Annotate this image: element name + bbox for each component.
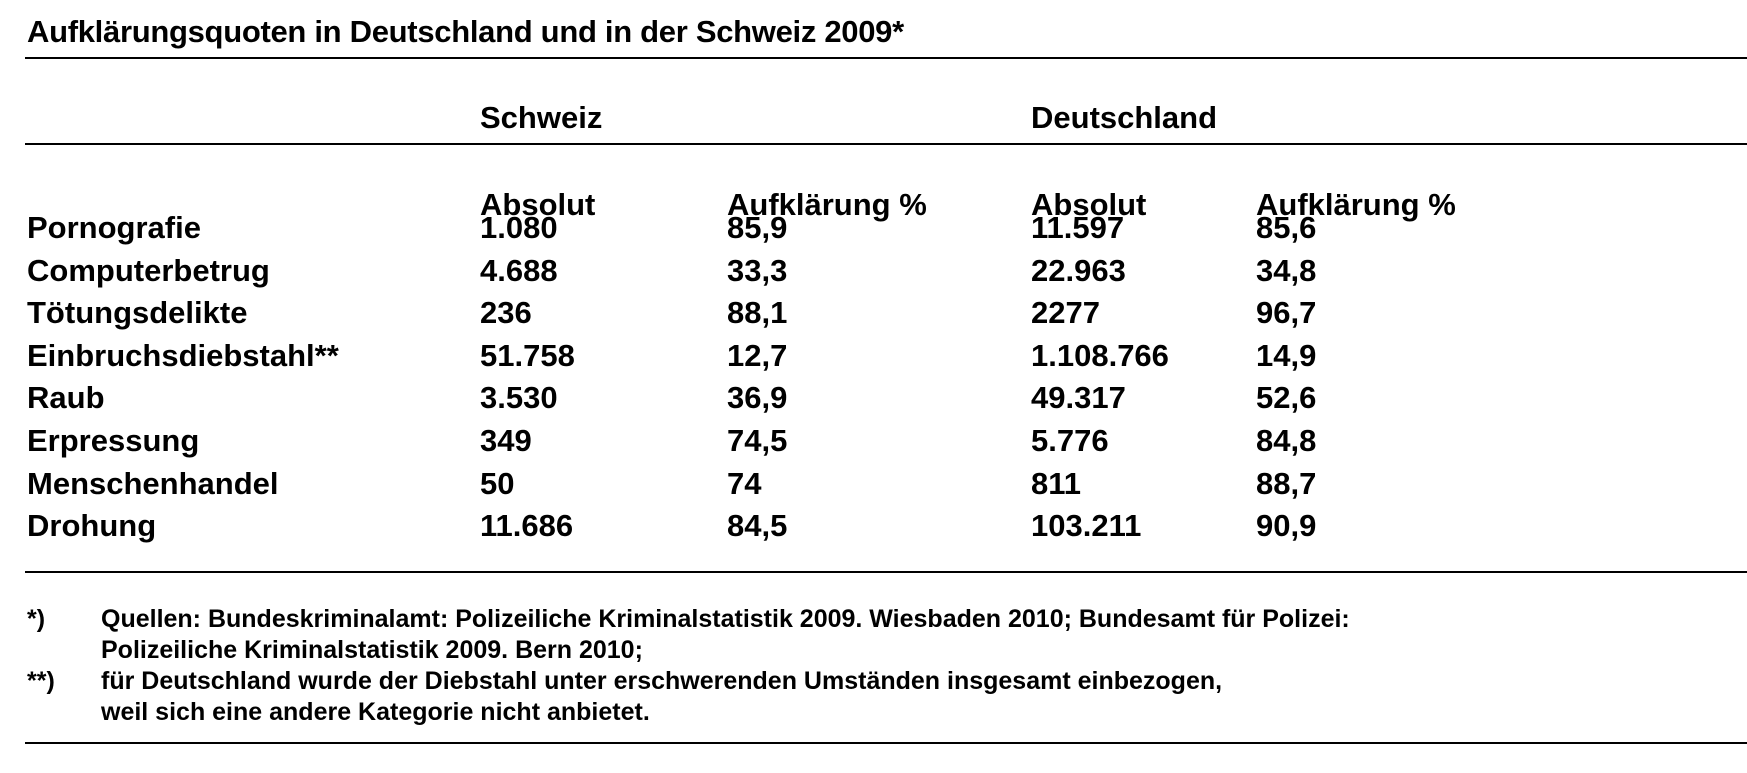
cell-deutschland-absolut: 49.317 — [1031, 380, 1126, 415]
cell-deutschland-absolut: 11.597 — [1031, 210, 1125, 245]
footnote-mark: *) — [27, 605, 46, 633]
cell-schweiz-aufklaerung: 84,5 — [727, 508, 788, 543]
cell-schweiz-aufklaerung: 85,9 — [727, 210, 788, 245]
column-header-schweiz-aufklaerung: Aufklärung % — [727, 187, 927, 222]
cell-row-label: Menschenhandel — [27, 466, 279, 501]
footnote: **) für Deutschland wurde der Diebstahl … — [27, 666, 1350, 728]
cell-schweiz-aufklaerung: 36,9 — [727, 380, 788, 415]
cell-row-label: Erpressung — [27, 423, 200, 458]
table-bottom-rule — [25, 571, 1747, 573]
cell-deutschland-absolut: 22.963 — [1031, 253, 1126, 288]
cell-deutschland-absolut: 103.211 — [1031, 508, 1142, 543]
column-header-schweiz-absolut: Absolut — [480, 187, 596, 222]
cell-deutschland-aufklaerung: 85,6 — [1256, 210, 1317, 245]
group-header-schweiz: Schweiz — [480, 100, 603, 135]
cell-schweiz-absolut: 51.758 — [480, 338, 575, 373]
cell-schweiz-absolut: 3.530 — [480, 380, 558, 415]
table-title: Aufklärungsquoten in Deutschland und in … — [27, 14, 904, 49]
title-rule — [25, 57, 1747, 59]
cell-row-label: Pornografie — [27, 210, 201, 245]
cell-schweiz-absolut: 11.686 — [480, 508, 574, 543]
cell-deutschland-absolut: 811 — [1031, 466, 1082, 501]
cell-schweiz-aufklaerung: 74,5 — [727, 423, 788, 458]
column-header-deutschland-aufklaerung: Aufklärung % — [1256, 187, 1456, 222]
footnote-text: Quellen: Bundeskriminalamt: Polizeiliche… — [101, 605, 1350, 664]
cell-schweiz-absolut: 1.080 — [480, 210, 558, 245]
cell-deutschland-absolut: 1.108.766 — [1031, 338, 1169, 373]
cell-deutschland-aufklaerung: 52,6 — [1256, 380, 1317, 415]
cell-deutschland-aufklaerung: 88,7 — [1256, 466, 1317, 501]
cell-schweiz-absolut: 236 — [480, 295, 532, 330]
cell-deutschland-aufklaerung: 96,7 — [1256, 295, 1317, 330]
cell-row-label: Einbruchsdiebstahl** — [27, 338, 339, 373]
cell-row-label: Raub — [27, 380, 105, 415]
cell-deutschland-aufklaerung: 14,9 — [1256, 338, 1317, 373]
cell-deutschland-aufklaerung: 84,8 — [1256, 423, 1317, 458]
cell-schweiz-absolut: 4.688 — [480, 253, 558, 288]
cell-row-label: Tötungsdelikte — [27, 295, 248, 330]
cell-row-label: Computerbetrug — [27, 253, 270, 288]
footnote-mark: **) — [27, 667, 55, 695]
cell-schweiz-aufklaerung: 74 — [727, 466, 762, 501]
cell-schweiz-aufklaerung: 12,7 — [727, 338, 788, 373]
cell-deutschland-absolut: 5.776 — [1031, 423, 1109, 458]
footnotes: *) Quellen: Bundeskriminalamt: Polizeili… — [27, 604, 1350, 728]
footnote-text: für Deutschland wurde der Diebstahl unte… — [101, 667, 1223, 726]
cell-deutschland-aufklaerung: 34,8 — [1256, 253, 1317, 288]
cell-deutschland-absolut: 2277 — [1031, 295, 1100, 330]
cell-schweiz-absolut: 50 — [480, 466, 515, 501]
group-rule — [25, 143, 1747, 145]
cell-deutschland-aufklaerung: 90,9 — [1256, 508, 1317, 543]
cell-row-label: Drohung — [27, 508, 157, 543]
cell-schweiz-aufklaerung: 33,3 — [727, 253, 788, 288]
footnote: *) Quellen: Bundeskriminalamt: Polizeili… — [27, 604, 1350, 666]
column-header-deutschland-absolut: Absolut — [1031, 187, 1147, 222]
group-header-deutschland: Deutschland — [1031, 100, 1218, 135]
footer-rule — [25, 742, 1747, 744]
cell-schweiz-aufklaerung: 88,1 — [727, 295, 788, 330]
cell-schweiz-absolut: 349 — [480, 423, 532, 458]
